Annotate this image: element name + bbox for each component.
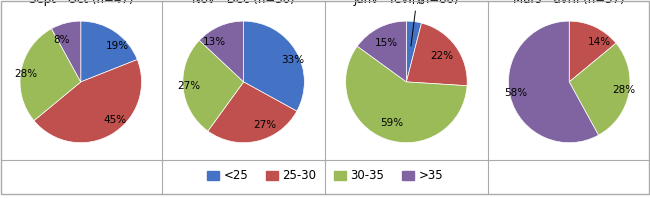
Text: 4%: 4% bbox=[408, 0, 425, 46]
Wedge shape bbox=[51, 21, 81, 82]
Text: 13%: 13% bbox=[203, 37, 226, 47]
Wedge shape bbox=[208, 82, 297, 143]
Text: 27%: 27% bbox=[177, 81, 200, 91]
Text: 15%: 15% bbox=[375, 38, 398, 48]
Text: 59%: 59% bbox=[380, 118, 403, 128]
Text: 45%: 45% bbox=[103, 115, 126, 125]
Wedge shape bbox=[34, 60, 142, 143]
Legend: <25, 25-30, 30-35, >35: <25, 25-30, 30-35, >35 bbox=[204, 167, 446, 185]
Text: 19%: 19% bbox=[105, 41, 129, 51]
Text: 28%: 28% bbox=[612, 85, 635, 95]
Title: Nov - Déc (n=30): Nov - Déc (n=30) bbox=[192, 0, 295, 6]
Text: 28%: 28% bbox=[15, 69, 38, 79]
Wedge shape bbox=[569, 21, 616, 82]
Title: Mars - avril (n=57): Mars - avril (n=57) bbox=[514, 0, 625, 6]
Text: 58%: 58% bbox=[504, 88, 527, 98]
Wedge shape bbox=[200, 21, 244, 82]
Wedge shape bbox=[20, 29, 81, 121]
Text: 14%: 14% bbox=[588, 37, 611, 47]
Wedge shape bbox=[244, 21, 304, 111]
Title: Janv - févr (n=80): Janv - févr (n=80) bbox=[354, 0, 459, 6]
Text: 27%: 27% bbox=[253, 120, 276, 130]
Text: 33%: 33% bbox=[281, 55, 304, 65]
Title: Sept - Oct (n=47): Sept - Oct (n=47) bbox=[29, 0, 133, 6]
Wedge shape bbox=[508, 21, 599, 143]
Wedge shape bbox=[406, 21, 421, 82]
Wedge shape bbox=[346, 46, 467, 143]
Wedge shape bbox=[406, 23, 467, 86]
Text: 8%: 8% bbox=[53, 34, 70, 45]
Wedge shape bbox=[81, 21, 137, 82]
Wedge shape bbox=[183, 40, 244, 131]
Wedge shape bbox=[358, 21, 406, 82]
Wedge shape bbox=[569, 43, 630, 135]
Text: 22%: 22% bbox=[430, 51, 453, 61]
